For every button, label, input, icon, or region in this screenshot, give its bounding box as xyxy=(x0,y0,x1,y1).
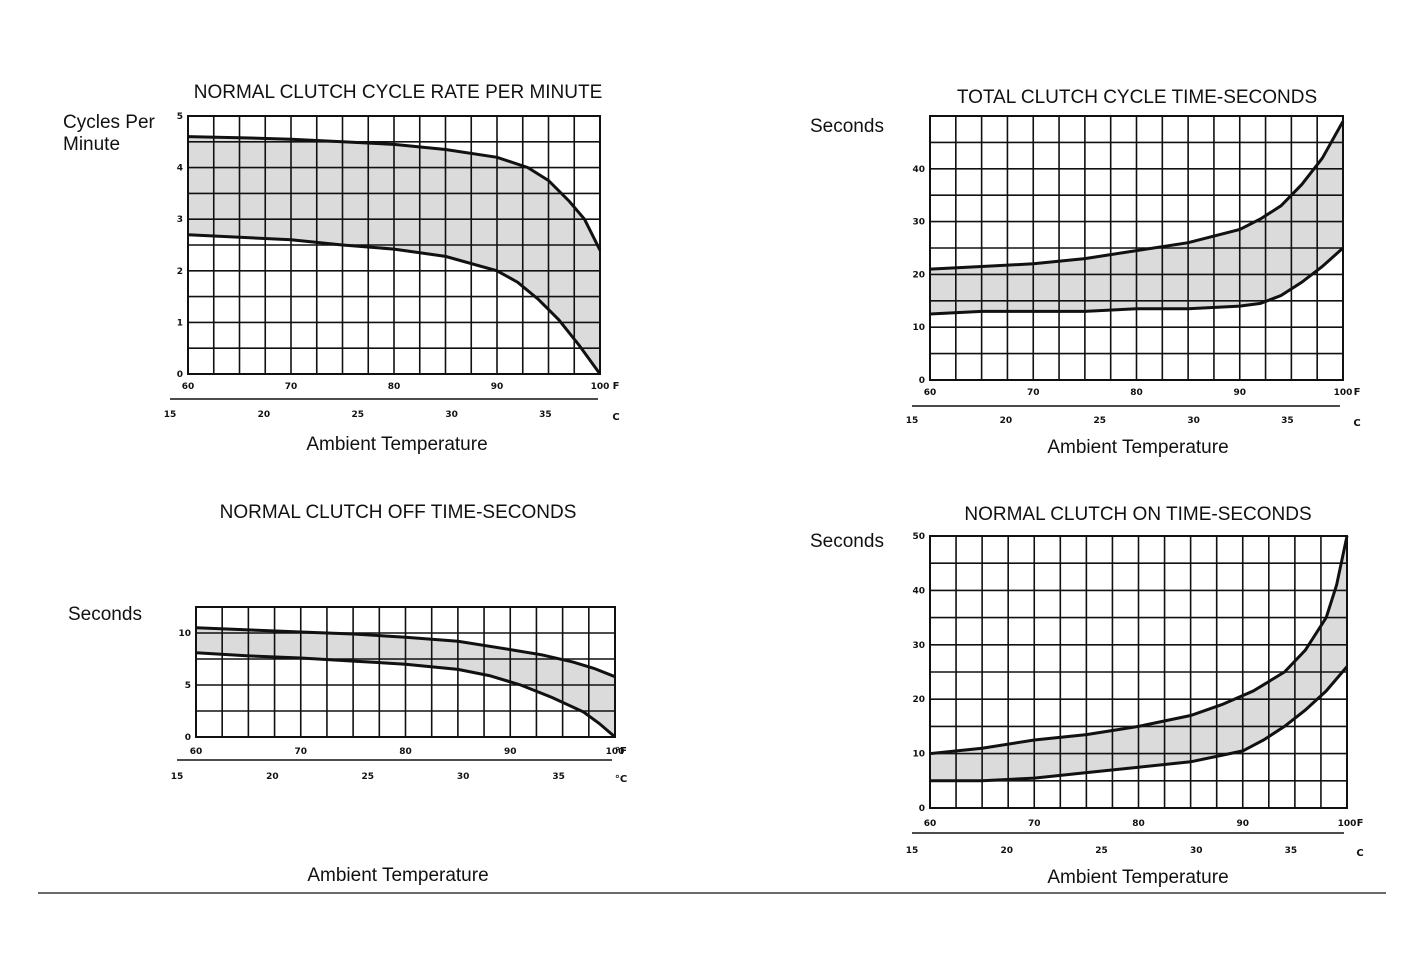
y-tick-label: 0 xyxy=(919,804,925,814)
x-tick-label-f: 100 xyxy=(1334,388,1353,398)
y-axis-label: Seconds xyxy=(810,531,884,552)
x-axis-label: Ambient Temperature xyxy=(1047,867,1228,888)
x-axis-label: Ambient Temperature xyxy=(307,865,488,886)
x-tick-label-f: 90 xyxy=(491,382,504,392)
x-tick-label-c: 20 xyxy=(258,410,271,420)
upper-limit-curve xyxy=(929,120,1345,271)
x-tick-label-c: 30 xyxy=(1187,416,1200,426)
x-tick-label-f: 90 xyxy=(504,747,517,757)
x-tick-label-c: 35 xyxy=(1285,846,1298,856)
y-tick-label: 5 xyxy=(177,112,183,122)
chart-total-cycle: TOTAL CLUTCH CYCLE TIME-SECONDS Seconds 0 1… xyxy=(810,87,1361,458)
x-tick-label-c: 20 xyxy=(1000,846,1013,856)
chart-off-time: NORMAL CLUTCH OFF TIME-SECONDS Seconds 0 5 1… xyxy=(68,502,627,886)
y-tick-label: 50 xyxy=(912,532,925,542)
plot-frame xyxy=(929,535,1348,809)
x-tick-label-c: 15 xyxy=(171,772,184,782)
x-tick-label-f: 60 xyxy=(190,747,203,757)
x-tick-label-f: 80 xyxy=(1132,819,1145,829)
x-tick-label-c: 25 xyxy=(1095,846,1108,856)
y-tick-label: 10 xyxy=(912,750,925,760)
lower-limit-curve xyxy=(930,665,1349,783)
chart-cycle-rate: NORMAL CLUTCH CYCLE RATE PER MINUTE Cycle… xyxy=(63,82,620,455)
x-unit-f: F xyxy=(1357,818,1364,829)
upper-limit-curve xyxy=(187,135,602,251)
x-tick-label-c: 35 xyxy=(552,772,565,782)
x-tick-label-f: 70 xyxy=(285,382,298,392)
y-tick-label: 4 xyxy=(177,164,183,174)
y-tick-label: 1 xyxy=(177,318,183,328)
chart-title: NORMAL CLUTCH ON TIME-SECONDS xyxy=(964,504,1311,525)
x-tick-label-c: 35 xyxy=(539,410,552,420)
x-tick-label-f: 90 xyxy=(1233,388,1246,398)
lower-limit-curve xyxy=(195,651,616,739)
lower-limit-curve xyxy=(929,246,1344,316)
x-tick-label-f: 70 xyxy=(1028,819,1041,829)
x-tick-label-c: 15 xyxy=(906,846,919,856)
chart-title: NORMAL CLUTCH OFF TIME-SECONDS xyxy=(220,502,577,523)
x-tick-label-c: 15 xyxy=(906,416,919,426)
x-tick-label-f: 100 xyxy=(1338,819,1357,829)
x-unit-c: C xyxy=(1353,418,1360,429)
x-unit-c: C xyxy=(1356,848,1363,859)
upper-limit-curve xyxy=(929,535,1349,756)
y-tick-label: 10 xyxy=(912,323,925,333)
chart-title: TOTAL CLUTCH CYCLE TIME-SECONDS xyxy=(957,87,1317,108)
y-axis-label: Seconds xyxy=(68,604,142,625)
y-tick-label: 30 xyxy=(912,218,925,228)
x-axis-label: Ambient Temperature xyxy=(1047,437,1228,458)
x-axis-label: Ambient Temperature xyxy=(306,434,487,455)
plot-frame xyxy=(187,115,601,375)
x-unit-c: C xyxy=(612,412,619,423)
x-tick-label-c: 30 xyxy=(457,772,470,782)
y-tick-label: 10 xyxy=(178,629,191,639)
y-axis-label: Cycles Per xyxy=(63,112,156,133)
x-tick-label-f: 100 xyxy=(606,747,625,757)
x-tick-label-f: 80 xyxy=(399,747,412,757)
x-tick-label-c: 20 xyxy=(266,772,279,782)
y-tick-label: 2 xyxy=(177,267,183,277)
upper-limit-curve xyxy=(195,626,616,679)
x-tick-label-c: 15 xyxy=(164,410,177,420)
x-tick-label-c: 30 xyxy=(1190,846,1203,856)
x-tick-label-f: 80 xyxy=(388,382,401,392)
x-unit-f: F xyxy=(613,381,620,392)
chart-title: NORMAL CLUTCH CYCLE RATE PER MINUTE xyxy=(194,82,603,103)
y-axis-label: Minute xyxy=(63,134,120,155)
y-tick-label: 0 xyxy=(185,733,191,743)
y-tick-label: 0 xyxy=(177,370,183,380)
x-tick-label-f: 70 xyxy=(294,747,307,757)
y-tick-label: 40 xyxy=(912,586,925,596)
x-tick-label-f: 60 xyxy=(924,819,937,829)
y-tick-label: 5 xyxy=(185,681,191,691)
x-tick-label-f: 80 xyxy=(1130,388,1143,398)
y-tick-label: 40 xyxy=(912,165,925,175)
y-axis-label: Seconds xyxy=(810,116,884,137)
y-tick-label: 0 xyxy=(919,376,925,386)
x-tick-label-f: 90 xyxy=(1236,819,1249,829)
x-tick-label-f: 60 xyxy=(182,382,195,392)
x-tick-label-c: 20 xyxy=(1000,416,1013,426)
x-unit-f: °F xyxy=(615,746,627,757)
x-unit-c: °C xyxy=(615,774,627,785)
x-unit-f: F xyxy=(1354,387,1361,398)
x-tick-label-f: 60 xyxy=(924,388,937,398)
lower-limit-curve xyxy=(187,233,602,375)
chart-on-time: NORMAL CLUTCH ON TIME-SECONDS Seconds 0 10 2… xyxy=(810,504,1364,888)
x-tick-label-c: 30 xyxy=(445,410,458,420)
plot-frame xyxy=(195,606,616,738)
y-tick-label: 30 xyxy=(912,641,925,651)
x-tick-label-c: 25 xyxy=(351,410,364,420)
x-tick-label-f: 100 xyxy=(591,382,610,392)
y-tick-label: 3 xyxy=(177,215,183,225)
x-tick-label-c: 25 xyxy=(1093,416,1106,426)
x-tick-label-c: 35 xyxy=(1281,416,1294,426)
y-tick-label: 20 xyxy=(912,270,925,280)
x-tick-label-f: 70 xyxy=(1027,388,1040,398)
y-tick-label: 20 xyxy=(912,695,925,705)
x-tick-label-c: 25 xyxy=(362,772,375,782)
